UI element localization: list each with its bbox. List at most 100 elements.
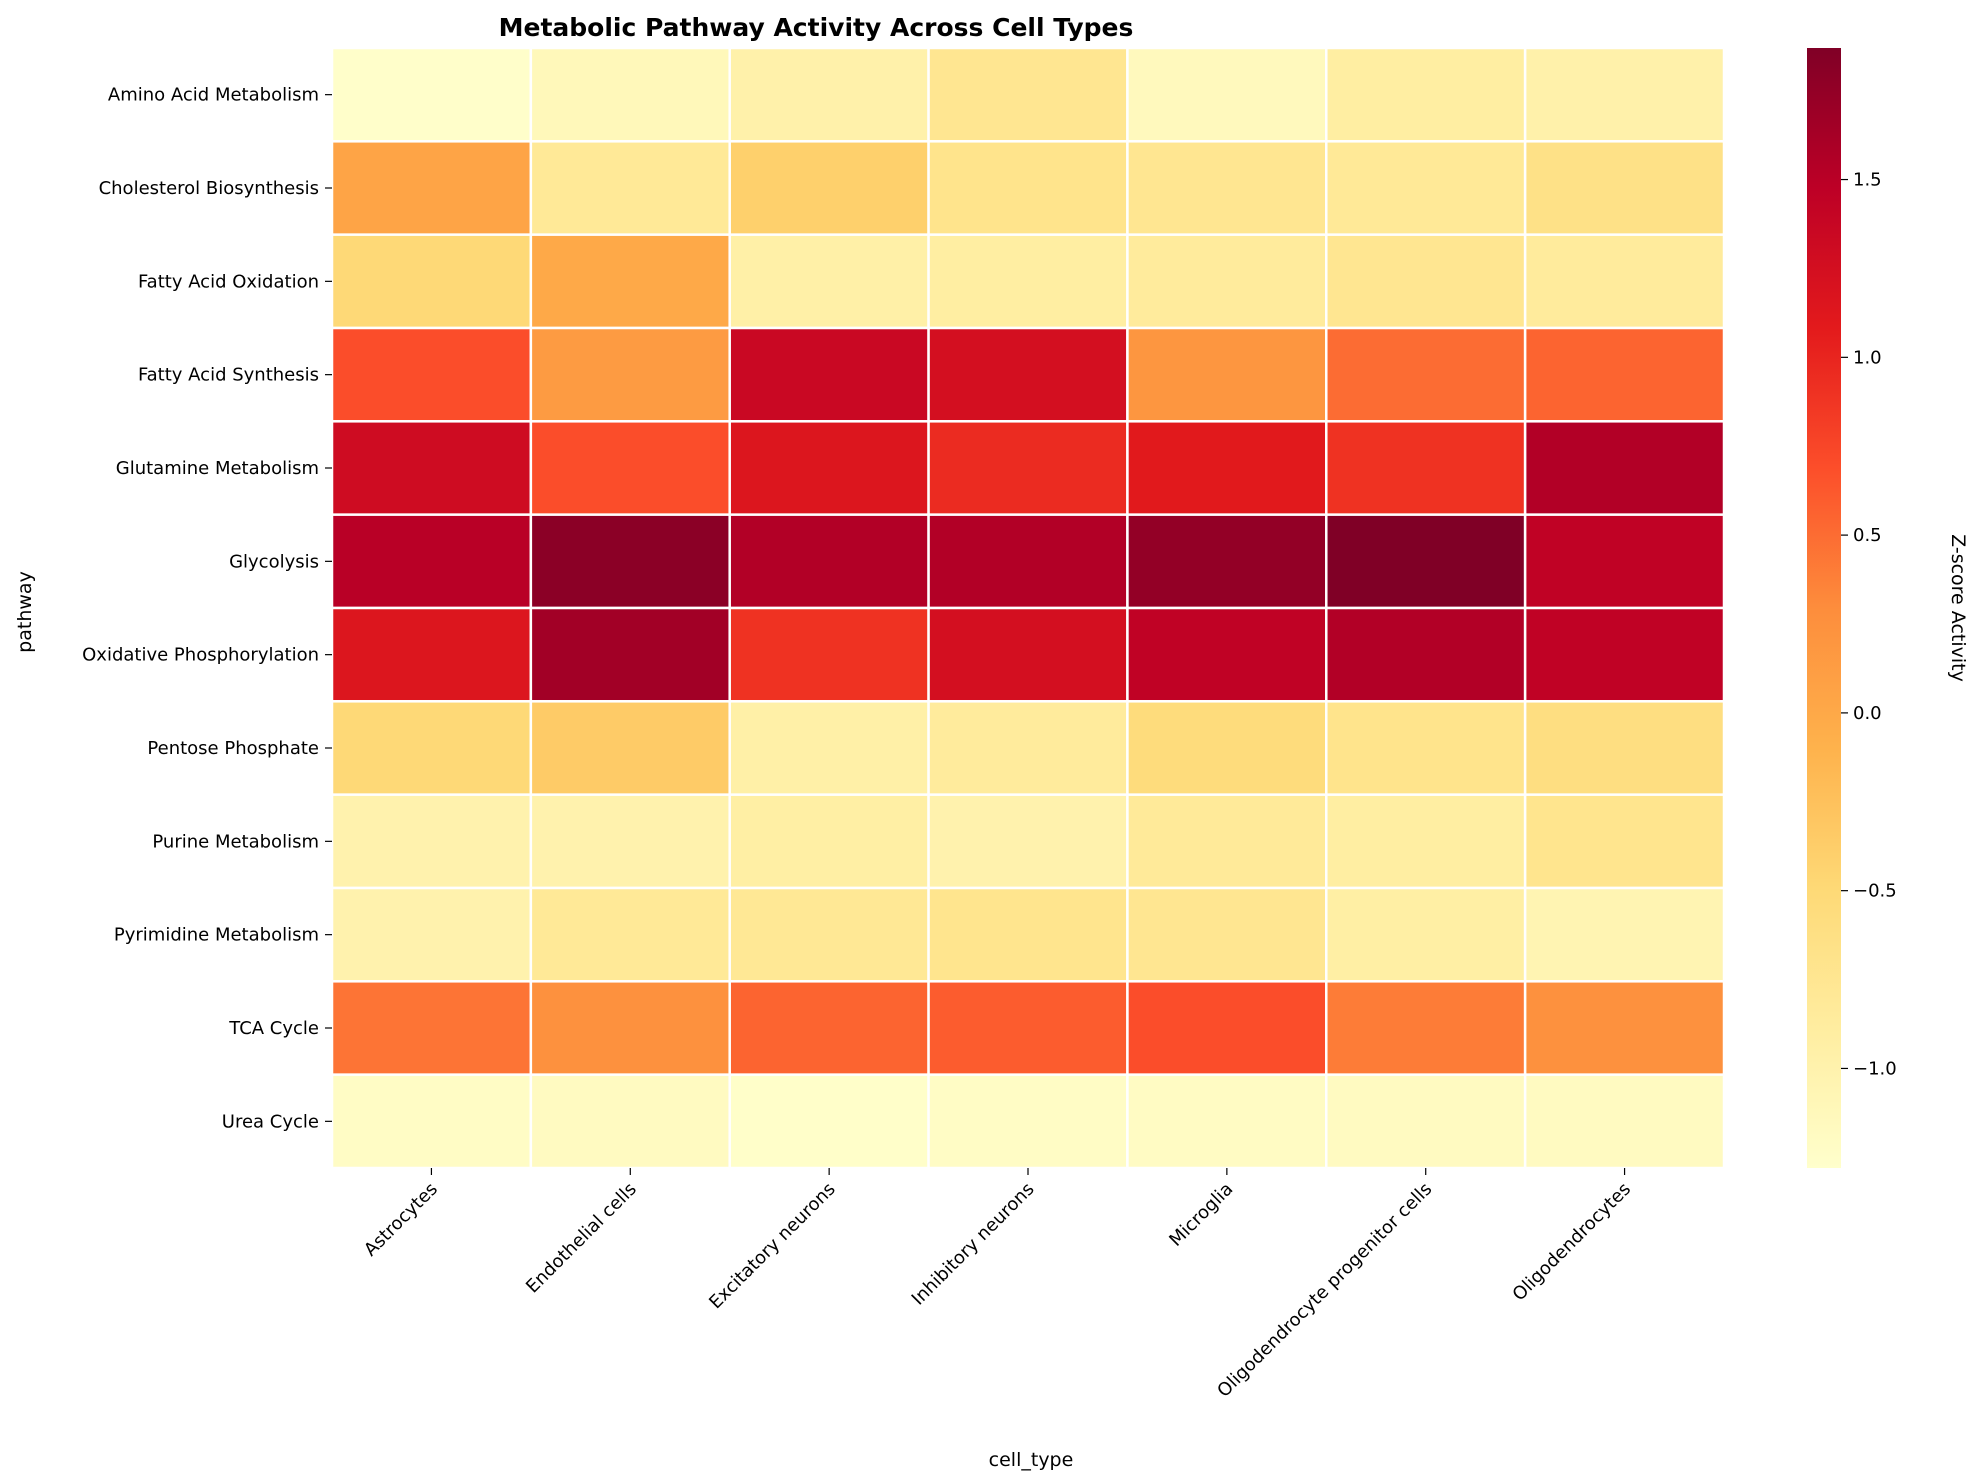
row-label-tca-cycle: TCA Cycle (228, 1018, 319, 1039)
heatmap-cell-oxidative-phosphorylation-endothelial-cells (529, 606, 731, 703)
heatmap-cell-fatty-acid-synthesis-astrocytes (330, 326, 533, 423)
heatmap-cell-oxidative-phosphorylation-inhibitory-neurons (927, 606, 1129, 703)
heatmap-cell-fatty-acid-synthesis-microglia (1126, 326, 1328, 423)
heatmap-cell-glutamine-metabolism-microglia (1126, 420, 1328, 516)
colorbar-tick-label: 0.0 (1853, 703, 1882, 724)
heatmap-cell-glycolysis-excitatory-neurons (728, 513, 930, 610)
column-label-oligodendrocyte-progenitor-cells: Oligodendrocyte progenitor cells (1213, 1179, 1436, 1402)
row-labels: Amino Acid Metabolism Cholesterol Biosynt… (82, 85, 332, 1132)
heatmap-cell-glutamine-metabolism-astrocytes (330, 420, 533, 516)
column-label-astrocytes: Astrocytes (360, 1179, 442, 1261)
heatmap-cell-urea-cycle-endothelial-cells (529, 1073, 731, 1170)
heatmap-cell-purine-metabolism-astrocytes (330, 793, 533, 890)
heatmap-cell-pyrimidine-metabolism-oligodendrocytes (1523, 886, 1726, 983)
heatmap-cell-fatty-acid-oxidation-inhibitory-neurons (927, 233, 1129, 330)
row-label-purine-metabolism: Purine Metabolism (152, 831, 319, 852)
column-label-endothelial-cells: Endothelial cells (522, 1179, 641, 1298)
heatmap-cell-amino-acid-metabolism-oligodendrocyte-progenitor-cells (1325, 46, 1527, 143)
colorbar-tick-label: −1.0 (1853, 1058, 1897, 1079)
heatmap-cell-pentose-phosphate-endothelial-cells (529, 700, 731, 796)
heatmap-cell-urea-cycle-inhibitory-neurons (927, 1073, 1129, 1170)
column-label-excitatory-neurons: Excitatory neurons (705, 1179, 840, 1314)
colorbar-ticks: −1.0 −0.5 0.0 0.5 1.0 1.5 (1841, 170, 1897, 1079)
heatmap-cell-glycolysis-astrocytes (330, 513, 533, 610)
row-label-glutamine-metabolism: Glutamine Metabolism (116, 458, 319, 479)
x-axis-label: cell_type (989, 1449, 1074, 1471)
heatmap-cell-cholesterol-biosynthesis-oligodendrocytes (1523, 140, 1726, 236)
heatmap-cell-urea-cycle-astrocytes (330, 1073, 533, 1170)
heatmap-cell-amino-acid-metabolism-microglia (1126, 46, 1328, 143)
heatmap-cell-tca-cycle-astrocytes (330, 980, 533, 1076)
colorbar-tick-label: 0.5 (1853, 525, 1882, 546)
heatmap-cell-glutamine-metabolism-oligodendrocytes (1523, 420, 1726, 516)
heatmap-cell-amino-acid-metabolism-oligodendrocytes (1523, 46, 1726, 143)
heatmap-cell-pyrimidine-metabolism-astrocytes (330, 886, 533, 983)
heatmap-cell-fatty-acid-oxidation-oligodendrocytes (1523, 233, 1726, 330)
heatmap-cell-pentose-phosphate-inhibitory-neurons (927, 700, 1129, 796)
heatmap-cell-pyrimidine-metabolism-oligodendrocyte-progenitor-cells (1325, 886, 1527, 983)
heatmap-cell-amino-acid-metabolism-endothelial-cells (529, 46, 731, 143)
heatmap-cell-urea-cycle-microglia (1126, 1073, 1328, 1170)
y-axis-label: pathway (14, 571, 36, 653)
heatmap-cell-purine-metabolism-microglia (1126, 793, 1328, 890)
heatmap-cell-pyrimidine-metabolism-endothelial-cells (529, 886, 731, 983)
heatmap-cell-tca-cycle-oligodendrocytes (1523, 980, 1726, 1076)
column-label-oligodendrocytes: Oligodendrocytes (1509, 1179, 1636, 1306)
heatmap-cell-glutamine-metabolism-endothelial-cells (529, 420, 731, 516)
colorbar-tick-label: 1.0 (1853, 347, 1882, 368)
heatmap-cell-cholesterol-biosynthesis-excitatory-neurons (728, 140, 930, 236)
heatmap-cell-glycolysis-oligodendrocyte-progenitor-cells (1325, 513, 1527, 610)
heatmap-cell-tca-cycle-oligodendrocyte-progenitor-cells (1325, 980, 1527, 1076)
heatmap-cell-urea-cycle-excitatory-neurons (728, 1073, 930, 1170)
column-labels: Astrocytes Endothelial cells Excitatory ne… (360, 1168, 1635, 1402)
heatmap-cell-oxidative-phosphorylation-astrocytes (330, 606, 533, 703)
heatmap-cell-pyrimidine-metabolism-microglia (1126, 886, 1328, 983)
heatmap-cell-oxidative-phosphorylation-oligodendrocyte-progenitor-cells (1325, 606, 1527, 703)
heatmap-cell-cholesterol-biosynthesis-inhibitory-neurons (927, 140, 1129, 236)
row-label-glycolysis: Glycolysis (229, 551, 319, 572)
row-label-pyrimidine-metabolism: Pyrimidine Metabolism (114, 925, 319, 946)
heatmap-cell-purine-metabolism-inhibitory-neurons (927, 793, 1129, 890)
heatmap-cell-glycolysis-inhibitory-neurons (927, 513, 1129, 610)
heatmap-cell-amino-acid-metabolism-inhibitory-neurons (927, 46, 1129, 143)
colorbar-tick-label: −0.5 (1853, 881, 1897, 902)
heatmap-cell-fatty-acid-oxidation-microglia (1126, 233, 1328, 330)
heatmap-cell-pentose-phosphate-oligodendrocytes (1523, 700, 1726, 796)
heatmap-cell-fatty-acid-synthesis-oligodendrocytes (1523, 326, 1726, 423)
row-label-amino-acid-metabolism: Amino Acid Metabolism (108, 85, 319, 106)
heatmap-cell-cholesterol-biosynthesis-astrocytes (330, 140, 533, 236)
heatmap-cell-pentose-phosphate-astrocytes (330, 700, 533, 796)
heatmap-cell-oxidative-phosphorylation-excitatory-neurons (728, 606, 930, 703)
heatmap-cell-urea-cycle-oligodendrocytes (1523, 1073, 1726, 1170)
heatmap-cell-fatty-acid-oxidation-excitatory-neurons (728, 233, 930, 330)
heatmap-cell-purine-metabolism-excitatory-neurons (728, 793, 930, 890)
row-label-pentose-phosphate: Pentose Phosphate (147, 738, 319, 759)
heatmap-cell-glutamine-metabolism-oligodendrocyte-progenitor-cells (1325, 420, 1527, 516)
heatmap-cell-pyrimidine-metabolism-excitatory-neurons (728, 886, 930, 983)
colorbar-tick-label: 1.5 (1853, 170, 1882, 191)
column-label-microglia: Microglia (1165, 1179, 1237, 1251)
row-label-fatty-acid-synthesis: Fatty Acid Synthesis (138, 365, 319, 386)
heatmap-cell-glycolysis-oligodendrocytes (1523, 513, 1726, 610)
heatmap-cell-fatty-acid-synthesis-endothelial-cells (529, 326, 731, 423)
heatmap-cells (330, 46, 1726, 1170)
heatmap-cell-pyrimidine-metabolism-inhibitory-neurons (927, 886, 1129, 983)
chart-title: Metabolic Pathway Activity Across Cell T… (499, 13, 1134, 42)
row-label-urea-cycle: Urea Cycle (222, 1111, 319, 1132)
colorbar (1807, 48, 1841, 1168)
heatmap-cell-tca-cycle-microglia (1126, 980, 1328, 1076)
heatmap-cell-fatty-acid-synthesis-excitatory-neurons (728, 326, 930, 423)
heatmap-cell-cholesterol-biosynthesis-oligodendrocyte-progenitor-cells (1325, 140, 1527, 236)
heatmap-cell-tca-cycle-endothelial-cells (529, 980, 731, 1076)
heatmap-cell-fatty-acid-synthesis-inhibitory-neurons (927, 326, 1129, 423)
heatmap-cell-glycolysis-endothelial-cells (529, 513, 731, 610)
colorbar-label: Z-score Activity (1947, 534, 1969, 682)
heatmap-cell-purine-metabolism-endothelial-cells (529, 793, 731, 890)
heatmap-cell-glutamine-metabolism-excitatory-neurons (728, 420, 930, 516)
heatmap-cell-purine-metabolism-oligodendrocytes (1523, 793, 1726, 890)
heatmap-cell-cholesterol-biosynthesis-endothelial-cells (529, 140, 731, 236)
row-label-fatty-acid-oxidation: Fatty Acid Oxidation (138, 271, 319, 292)
heatmap-cell-cholesterol-biosynthesis-microglia (1126, 140, 1328, 236)
heatmap-cell-pentose-phosphate-excitatory-neurons (728, 700, 930, 796)
